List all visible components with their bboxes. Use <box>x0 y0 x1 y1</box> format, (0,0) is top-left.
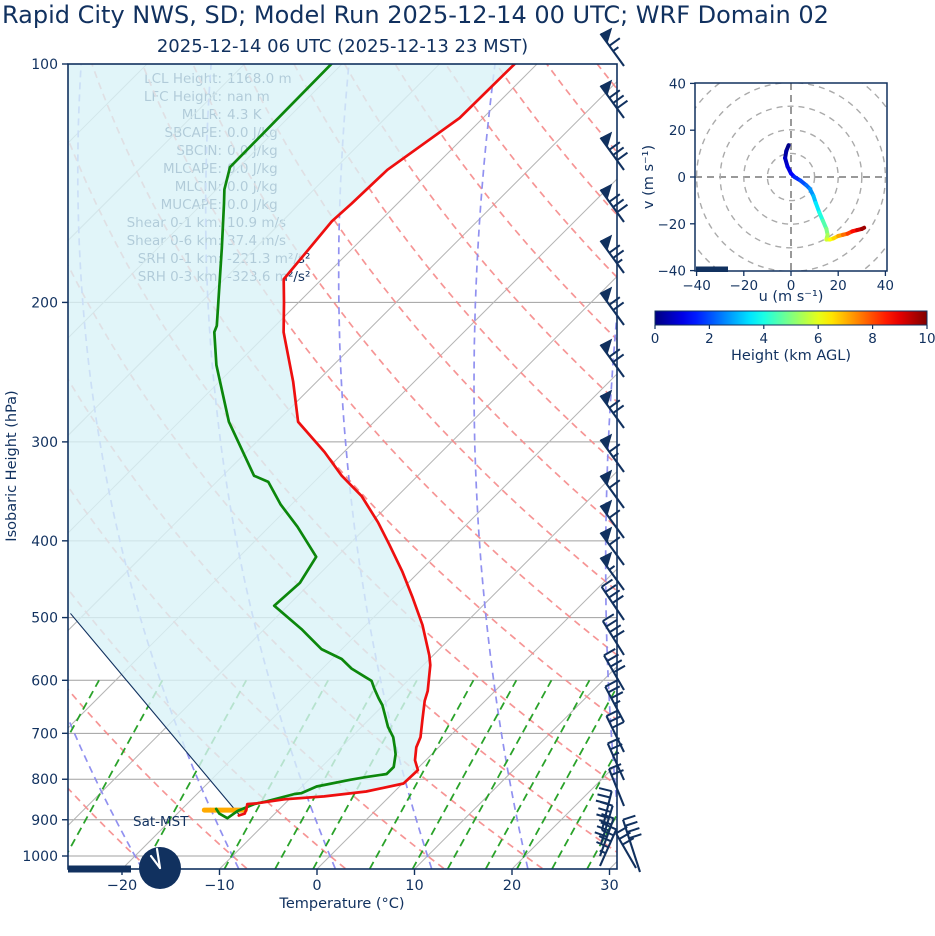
temperature-tick-label: −10 <box>204 878 235 894</box>
wind-barb <box>594 813 615 857</box>
profile-curves <box>70 64 516 820</box>
wind-barb <box>599 131 629 171</box>
temperature-tick-label: −20 <box>107 878 138 894</box>
hodograph-trace-segment <box>859 225 867 231</box>
pressure-tick-label: 1000 <box>22 849 58 865</box>
wind-barb-column <box>594 27 642 873</box>
hodograph-inset: −40 −20 0 20 40 −40 −20 0 20 40 <box>658 76 894 294</box>
valid-time-subtitle: 2025-12-14 06 UTC (2025-12-13 23 MST) <box>156 36 529 57</box>
hodograph-yaxis-title: v (m s⁻¹) <box>641 145 657 209</box>
hodograph-ground-bar <box>696 266 728 272</box>
page-title: Rapid City NWS, SD; Model Run 2025-12-14… <box>2 1 829 29</box>
hodo-v-tick-label: 20 <box>669 123 686 139</box>
pressure-tick-label: 500 <box>31 611 58 627</box>
skewt-xaxis-title: Temperature (°C) <box>278 896 404 912</box>
wind-barb <box>599 433 625 473</box>
wind-barb <box>600 578 625 621</box>
local-time-clock-icon <box>139 847 181 889</box>
clock-minute-hand <box>155 847 162 870</box>
colorbar-tick-label: 4 <box>760 331 769 347</box>
wind-barb <box>603 647 626 691</box>
wind-barb <box>599 27 625 67</box>
temperature-tick-label: 0 <box>312 878 321 894</box>
ground-bar <box>68 865 131 873</box>
clock-hour-hand <box>149 854 162 870</box>
wind-barb <box>599 183 629 223</box>
wind-barb <box>599 338 625 378</box>
dewpoint-curve <box>212 64 397 820</box>
hodo-u-tick-label: −40 <box>682 278 711 294</box>
colorbar-tick-label: 6 <box>814 331 823 347</box>
hodo-u-tick-label: 20 <box>830 278 847 294</box>
wind-barb <box>608 763 625 807</box>
wind-barb <box>601 613 625 656</box>
wind-barb <box>615 825 637 869</box>
colorbar-tick-label: 0 <box>651 331 660 347</box>
surface-time-label: Sat-MST <box>133 814 189 830</box>
wind-barb <box>599 79 629 119</box>
hodo-v-tick-label: −40 <box>658 264 687 280</box>
colorbar-title: Height (km AGL) <box>731 348 851 364</box>
wind-barb <box>606 737 625 781</box>
hodo-v-tick-label: 40 <box>669 76 686 92</box>
wind-barb <box>599 469 625 509</box>
wind-barb <box>599 234 625 274</box>
colorbar-gradient <box>654 310 928 326</box>
height-colorbar: 0 2 4 6 8 10 <box>651 310 935 347</box>
hodograph-xaxis-title: u (m s⁻¹) <box>759 289 824 305</box>
temperature-tick-label: 20 <box>503 878 521 894</box>
hodo-v-tick-label: −20 <box>658 217 687 233</box>
colorbar-tick-label: 8 <box>868 331 877 347</box>
wind-barb <box>599 389 625 429</box>
temperature-tick-label: 10 <box>405 878 423 894</box>
wind-barb <box>605 709 625 753</box>
pressure-tick-label: 900 <box>31 813 58 829</box>
pressure-tick-label: 100 <box>31 57 58 73</box>
skewt-yaxis-title: Isobaric Height (hPa) <box>4 390 20 541</box>
cin-shaded-region <box>68 64 515 816</box>
wind-barb <box>596 823 618 867</box>
hodo-v-tick-label: 0 <box>677 170 686 186</box>
pressure-tick-label: 300 <box>31 435 58 451</box>
wind-barb <box>599 526 625 566</box>
wind-barb <box>599 551 625 591</box>
hodo-u-tick-label: 0 <box>787 278 796 294</box>
skewt-axes: 100 200 300 400 500 600 700 800 900 1000 −20 −10 0 10… <box>22 57 618 894</box>
wind-barb <box>599 286 625 326</box>
hodo-u-tick-label: 40 <box>877 278 894 294</box>
pressure-tick-label: 700 <box>31 726 58 742</box>
temperature-tick-label: 30 <box>600 878 618 894</box>
temperature-curve <box>237 64 516 817</box>
pressure-tick-label: 800 <box>31 772 58 788</box>
parcel-trace-line <box>70 613 241 816</box>
pressure-tick-label: 600 <box>31 673 58 689</box>
colorbar-tick-label: 10 <box>918 331 935 347</box>
wind-barb <box>599 499 625 539</box>
colorbar-tick-label: 2 <box>705 331 714 347</box>
pressure-tick-label: 400 <box>31 534 58 550</box>
hodo-u-tick-label: −20 <box>730 278 759 294</box>
pressure-tick-label: 200 <box>31 295 58 311</box>
